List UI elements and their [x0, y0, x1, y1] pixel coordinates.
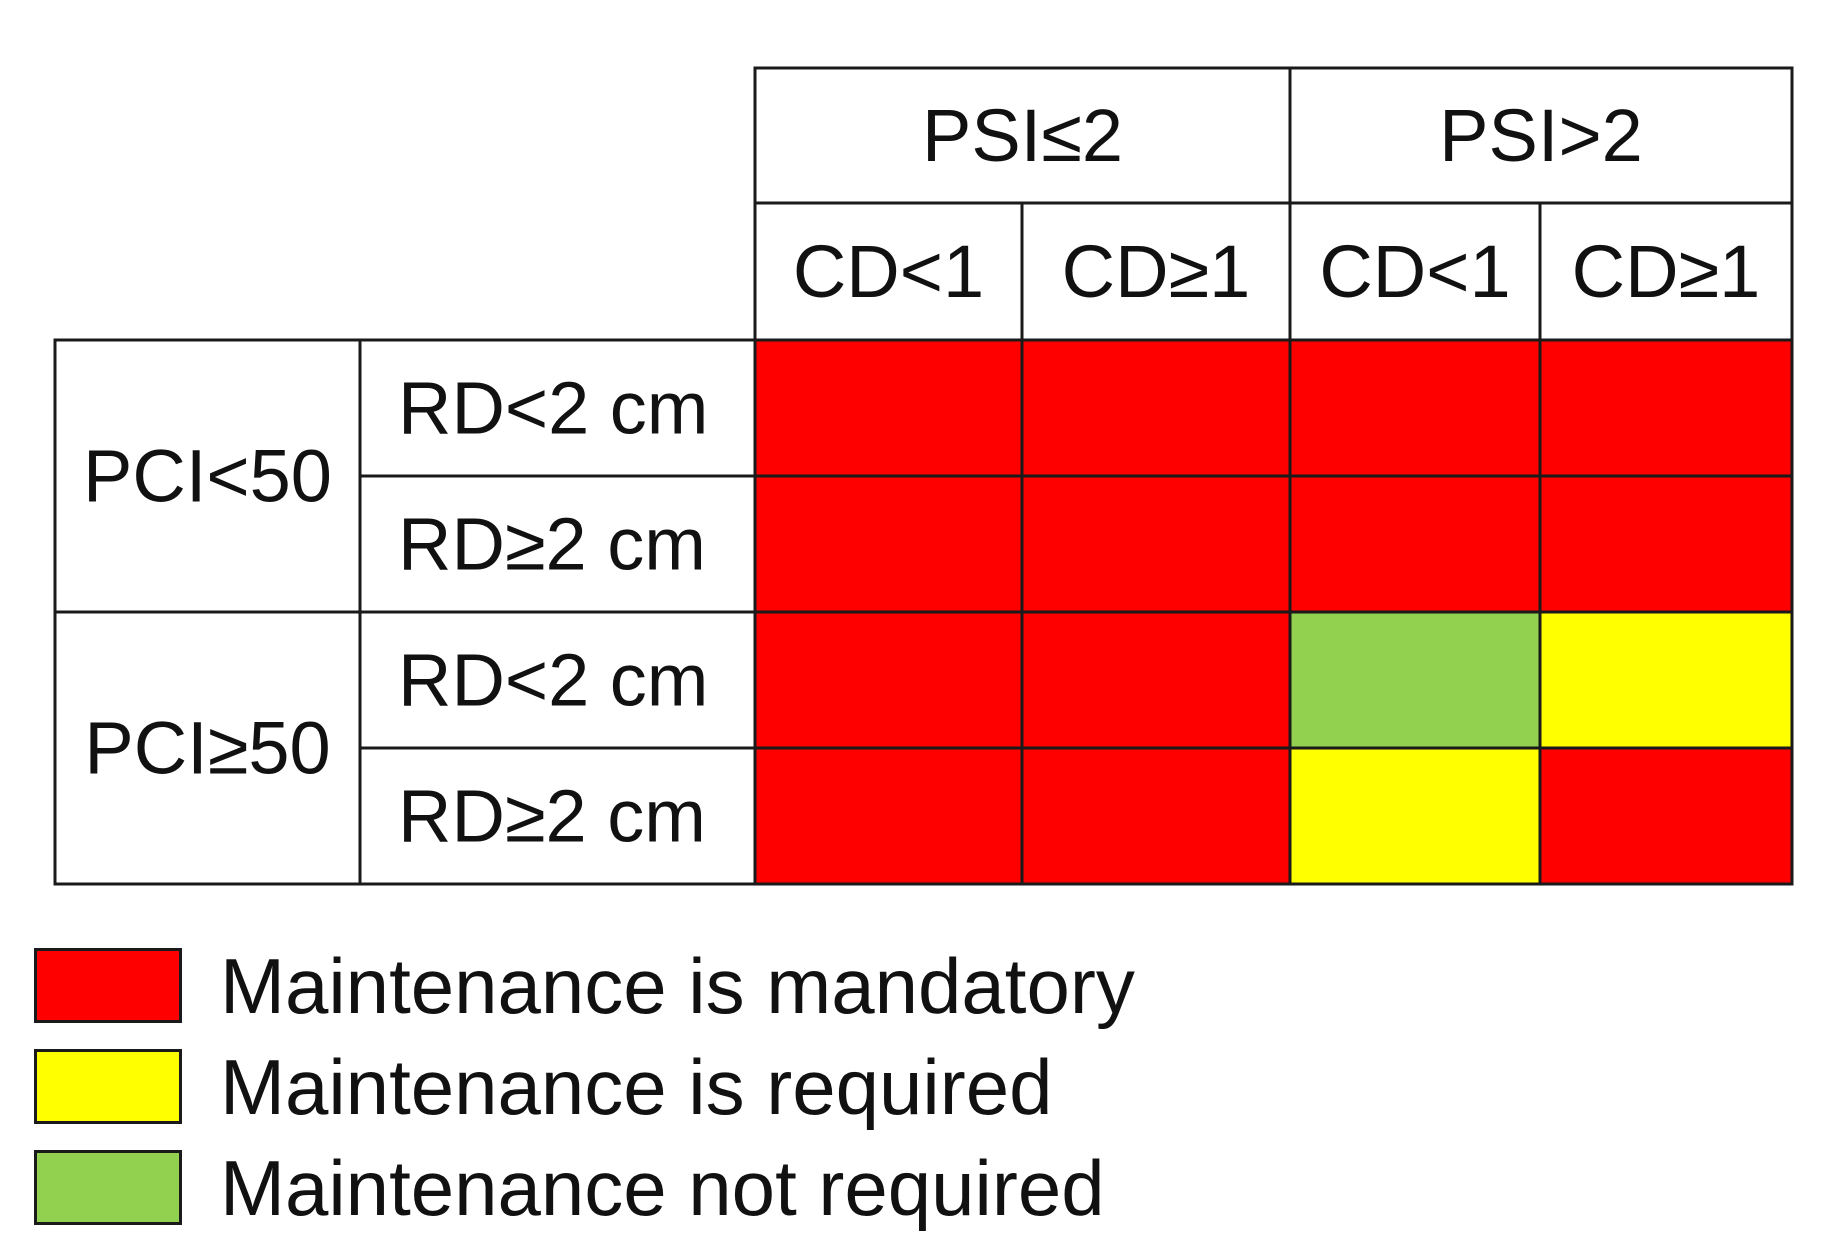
cd-header-4: [1538, 201, 1794, 342]
matrix-cell-r4-c2: [1020, 746, 1292, 886]
cd-header-label-4: CD≥1: [1572, 230, 1761, 313]
cd-header-2: [1020, 201, 1292, 342]
matrix-cell-r2-c2: [1020, 474, 1292, 614]
matrix-cell-r1-c2: [1020, 338, 1292, 478]
legend-swatch-required: [34, 1049, 182, 1124]
legend-label-mandatory: Maintenance is mandatory: [220, 941, 1135, 1030]
matrix-cell-r1-c3: [1288, 338, 1542, 478]
legend: Maintenance is mandatory Maintenance is …: [34, 935, 1234, 1238]
matrix-cell-r2-c1: [753, 474, 1024, 614]
rd-header-4: [358, 746, 757, 886]
matrix-cell-r4-c1: [753, 746, 1024, 886]
rd-header-label-1: RD<2 cm: [398, 367, 708, 450]
matrix-cell-r2-c3: [1288, 474, 1542, 614]
matrix-cell-r1-c1: [753, 338, 1024, 478]
cd-header-1: [753, 201, 1024, 342]
psi-header-label-1: PSI≤2: [922, 94, 1123, 177]
cd-header-label-3: CD<1: [1319, 230, 1510, 313]
legend-swatch-mandatory: [34, 948, 182, 1023]
rd-header-label-3: RD<2 cm: [398, 639, 708, 722]
legend-swatch-not-required: [34, 1150, 182, 1225]
psi-header-label-2: PSI>2: [1439, 94, 1643, 177]
matrix-cell-r3-c4: [1538, 610, 1794, 750]
legend-item-required: Maintenance is required: [34, 1036, 1234, 1137]
rd-header-1: [358, 338, 757, 478]
legend-item-not-required: Maintenance not required: [34, 1137, 1234, 1238]
rd-header-label-4: RD≥2 cm: [398, 775, 706, 858]
cd-header-label-1: CD<1: [793, 230, 984, 313]
pci-header-label-1: PCI<50: [83, 435, 332, 518]
cd-header-label-2: CD≥1: [1062, 230, 1251, 313]
legend-item-mandatory: Maintenance is mandatory: [34, 935, 1234, 1036]
legend-label-required: Maintenance is required: [220, 1042, 1053, 1131]
psi-header-2: [1288, 66, 1794, 205]
matrix-cell-r4-c4: [1538, 746, 1794, 886]
matrix-cell-r4-c3: [1288, 746, 1542, 886]
rd-header-label-2: RD≥2 cm: [398, 503, 706, 586]
matrix-cell-r3-c3: [1288, 610, 1542, 750]
matrix-cell-r2-c4: [1538, 474, 1794, 614]
legend-label-not-required: Maintenance not required: [220, 1143, 1105, 1232]
matrix-cell-r1-c4: [1538, 338, 1794, 478]
decision-matrix: PSI≤2 CD<1 CD≥1 PSI>2 CD<1 CD≥1 PCI<50 RD<2 cm R…: [53, 66, 1794, 886]
matrix-cell-r3-c1: [753, 610, 1024, 750]
pci-header-label-2: PCI≥50: [84, 707, 330, 790]
matrix-cell-r3-c2: [1020, 610, 1292, 750]
psi-header-1: [753, 66, 1292, 205]
pci-header-2: [53, 610, 362, 886]
